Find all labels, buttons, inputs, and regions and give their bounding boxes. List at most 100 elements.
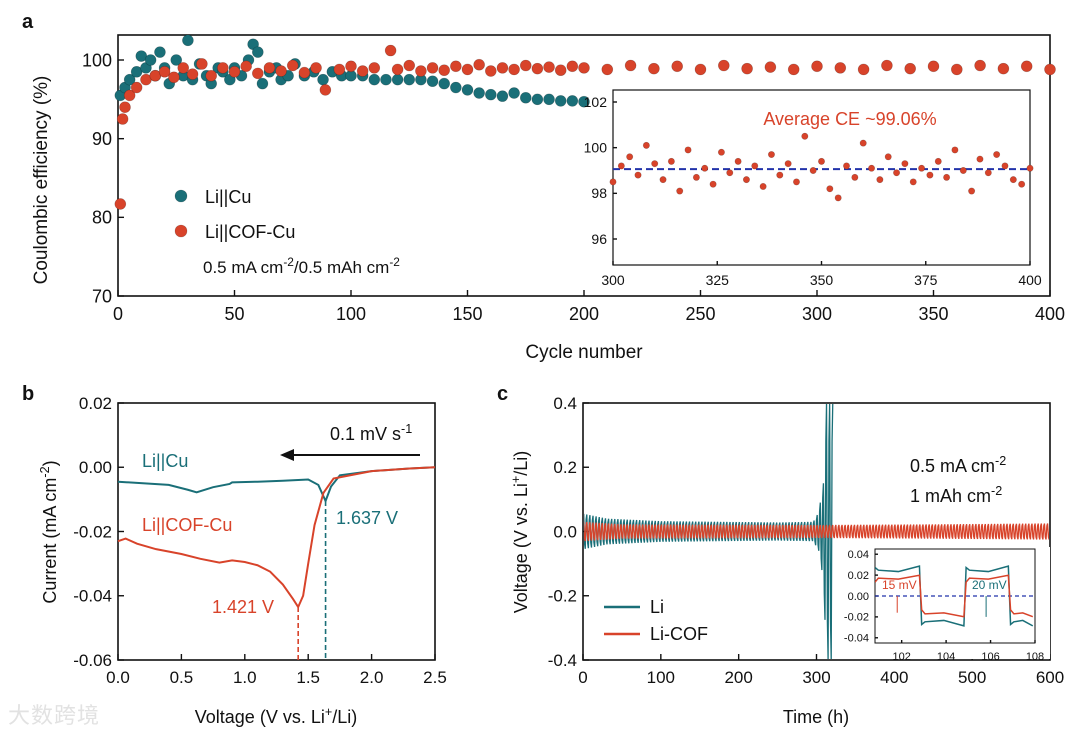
- inset-data-point: [701, 164, 709, 172]
- data-point-li-cu: [256, 77, 269, 90]
- inset-trace: [875, 574, 1034, 618]
- y-axis-title: Voltage (V vs. Li+​/Li): [509, 451, 531, 613]
- inset-data-point: [1009, 176, 1017, 184]
- x-axis-title: Voltage (V vs. Li+​/Li): [195, 705, 357, 727]
- y-tick-label: 80: [92, 208, 112, 228]
- data-point-li-cof-cu: [415, 65, 427, 77]
- data-point-li-cof-cu: [263, 62, 276, 74]
- inset-data-point: [1018, 180, 1026, 188]
- data-point-li-cof-cu: [601, 63, 614, 76]
- axes-b: 0.0 0.5 1.0 1.5 2.0 2.5 -0.06 -0.04 -0.02 0.00 0.0…: [73, 394, 447, 687]
- y-tick-label: 100: [82, 50, 112, 70]
- data-point-li-cof-cu: [319, 84, 332, 96]
- inset-data-point: [893, 169, 901, 177]
- data-point-li-cof-cu: [508, 63, 520, 76]
- data-point-li-cof-cu: [671, 60, 684, 73]
- inset-data-point: [742, 176, 750, 184]
- y-tick-label: 96: [591, 231, 607, 247]
- x-tick-label: 2.0: [360, 668, 384, 687]
- x-tick-label: 300: [601, 272, 625, 288]
- inset-data-point: [984, 169, 992, 177]
- data-point-li-cof-cu: [391, 63, 404, 76]
- inset-data-point: [993, 151, 1001, 159]
- data-point-li-cu: [123, 73, 136, 86]
- y-tick-label: 0.00: [848, 591, 869, 603]
- inset-data-point: [617, 162, 625, 170]
- inset-data-point: [759, 182, 767, 190]
- data-point-li-cu: [144, 54, 157, 66]
- data-point-li-cu: [368, 73, 381, 86]
- data-point-li-cu: [496, 90, 509, 102]
- y-tick-label: 70: [92, 286, 112, 306]
- x-tick-label: 0.5: [170, 668, 194, 687]
- inset-data-point: [667, 157, 675, 165]
- data-point-li-cu: [531, 93, 544, 106]
- capacity-label: 1 mAh cm-2​: [910, 484, 1002, 506]
- x-tick-label: 300: [802, 304, 832, 324]
- data-point-li-cu: [170, 54, 183, 66]
- y-tick-label: -0.02: [73, 522, 112, 541]
- y-tick-label: -0.06: [73, 651, 112, 670]
- data-point-li-cu: [438, 77, 451, 90]
- curve-li-cu: [117, 466, 436, 504]
- y-tick-label: 0.4: [553, 394, 577, 413]
- data-point-li-cof-cu: [648, 62, 660, 75]
- data-point-li-cof-cu: [974, 59, 986, 72]
- inset-data-point: [751, 162, 759, 170]
- y-tick-label: 0.0: [553, 522, 577, 541]
- inset-data-point: [709, 180, 717, 188]
- data-point-li-cof-cu: [438, 64, 451, 77]
- inset-data-point: [959, 167, 967, 175]
- inset-data-point: [926, 171, 934, 179]
- data-point-li-cof-cu: [1020, 60, 1033, 73]
- inset-data-point: [843, 162, 851, 170]
- data-point-li-cu: [154, 46, 166, 58]
- data-point-li-cu: [317, 73, 329, 86]
- data-point-li-cof-cu: [543, 61, 555, 73]
- inset-data-point: [884, 153, 892, 161]
- data-point-li-cof-cu: [496, 62, 509, 74]
- y-tick-label: 0.02: [79, 394, 112, 413]
- current-density-label: 0.5 mA cm-2​: [910, 454, 1006, 476]
- inset-data-point: [901, 160, 909, 168]
- x-tick-label: 108: [1026, 651, 1044, 663]
- inset-data-point: [801, 132, 809, 140]
- inset-data-point: [792, 178, 800, 186]
- data-point-li-cof-cu: [217, 62, 229, 74]
- data-point-li-cof-cu: [741, 62, 753, 75]
- y-tick-label: 98: [591, 185, 607, 201]
- data-point-li-cof-cu: [426, 62, 439, 74]
- data-point-li-cof-cu: [450, 60, 462, 73]
- data-point-li-cof-cu: [196, 58, 208, 70]
- curve-li-cof-cu: [117, 466, 436, 610]
- y-axis-title: Current (mA cm-2​): [38, 460, 60, 603]
- x-tick-label: 400: [1018, 272, 1042, 288]
- y-tick-label: -0.4: [548, 651, 577, 670]
- data-point-li-cof-cu: [345, 60, 357, 73]
- x-tick-label: 2.5: [423, 668, 447, 687]
- inset-data-point: [659, 176, 667, 184]
- legend-marker: [174, 189, 188, 203]
- inset-data-point: [626, 153, 634, 161]
- data-point-li-cof-cu: [834, 62, 847, 74]
- inset-data-point: [918, 164, 926, 172]
- data-point-li-cu: [508, 87, 520, 99]
- data-point-li-cof-cu: [205, 69, 217, 82]
- voltage-trace-li-cof: [584, 521, 1049, 542]
- y-tick-label: -0.02: [844, 612, 869, 624]
- data-point-li-cu: [450, 81, 462, 94]
- inset-data-point: [684, 146, 692, 154]
- legend-label: Li-COF: [650, 624, 708, 644]
- inset-data-point: [817, 157, 825, 165]
- y-tick-label: 100: [584, 140, 608, 156]
- inset-data-point: [968, 187, 976, 195]
- x-axis-title: Cycle number: [525, 342, 643, 363]
- data-point-li-cof-cu: [461, 63, 474, 76]
- inset-data-point: [676, 187, 684, 195]
- data-point-li-cof-cu: [717, 59, 730, 72]
- x-tick-label: 300: [802, 668, 830, 687]
- inset-data-point: [834, 194, 842, 202]
- data-point-li-cof-cu: [116, 113, 129, 125]
- data-point-li-cof-cu: [333, 63, 346, 76]
- inset-data-point: [951, 146, 959, 154]
